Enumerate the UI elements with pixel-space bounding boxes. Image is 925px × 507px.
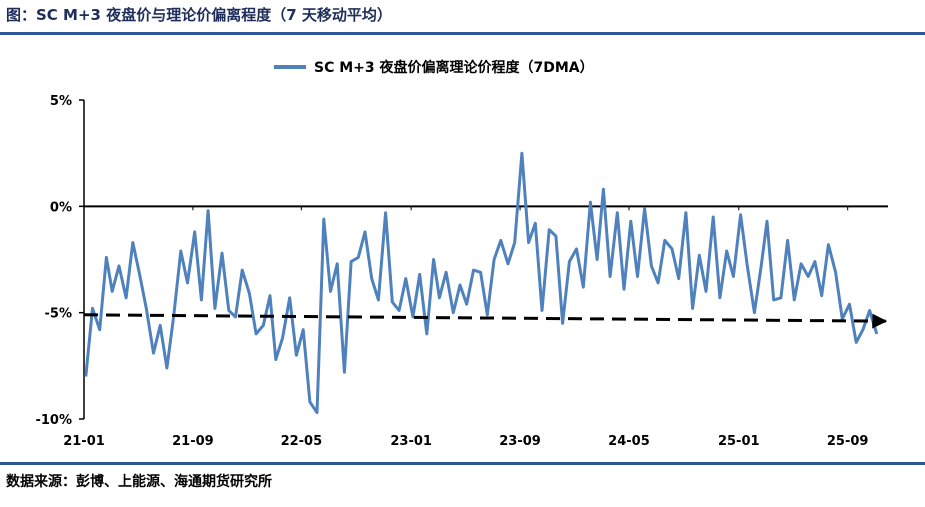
legend-label: SC M+3 夜盘价偏离理论价程度（7DMA） [314, 59, 594, 76]
x-tick-label: 22-05 [281, 434, 323, 449]
x-tick-label: 21-01 [63, 434, 105, 449]
y-tick-label: 5% [50, 94, 72, 109]
y-tick-label: 0% [50, 200, 72, 215]
chart: SC M+3 夜盘价偏离理论价程度（7DMA） -10% -5% 0% 5% 21-01… [35, 59, 888, 449]
x-tick-label: 24-05 [608, 434, 650, 449]
legend: SC M+3 夜盘价偏离理论价程度（7DMA） [274, 59, 594, 76]
x-tick-label: 23-09 [499, 434, 541, 449]
x-tick-label: 21-09 [172, 434, 214, 449]
y-tick-label: -5% [45, 307, 72, 322]
series-line [84, 151, 879, 415]
y-tick-label: -10% [35, 413, 72, 428]
top-rule [0, 32, 925, 35]
x-tick-label: 25-09 [827, 434, 869, 449]
axes: -10% -5% 0% 5% 21-01 21-09 22-05 23-01 23-09 24-0… [35, 94, 888, 449]
x-tick-label: 25-01 [718, 434, 760, 449]
figure-title: 图：SC M+3 夜盘价与理论价偏离程度（7 天移动平均） [6, 6, 392, 24]
series-layer [83, 151, 888, 415]
figure-source: 数据来源：彭博、上能源、海通期货研究所 [6, 474, 272, 490]
x-tick-label: 23-01 [390, 434, 432, 449]
trend-line [83, 313, 888, 329]
bottom-rule [0, 462, 925, 465]
